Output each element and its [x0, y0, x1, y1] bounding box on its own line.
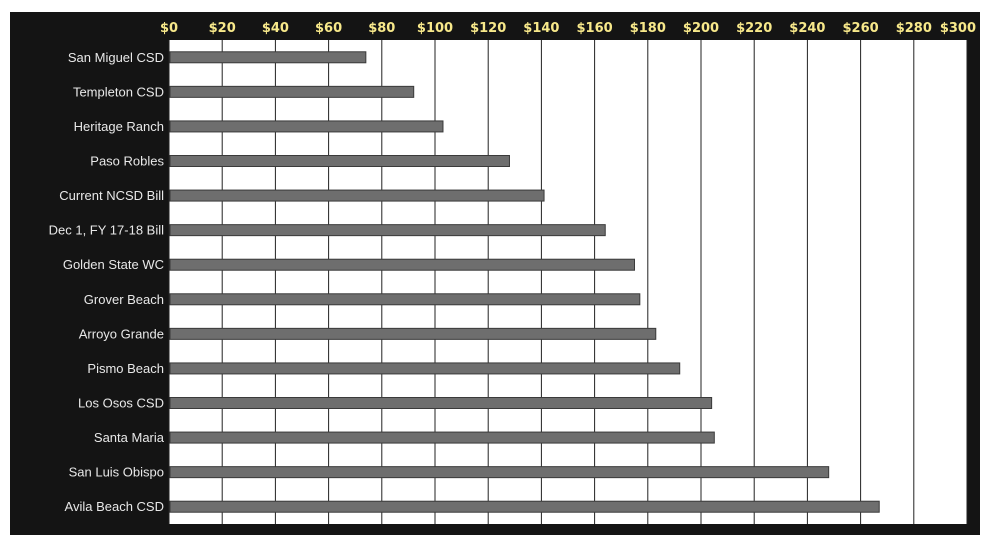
bar — [169, 189, 545, 202]
x-tick-label: $220 — [736, 21, 772, 36]
category-label: Heritage Ranch — [74, 119, 164, 134]
x-tick-label: $120 — [470, 21, 506, 36]
x-tick-label: $160 — [577, 21, 613, 36]
category-label: Grover Beach — [84, 292, 164, 307]
x-tick-label: $240 — [789, 21, 825, 36]
bar — [169, 224, 606, 237]
bar — [169, 258, 635, 271]
category-label: Arroyo Grande — [79, 326, 164, 341]
plot-area — [169, 40, 967, 524]
bar — [169, 500, 880, 513]
bar — [169, 362, 681, 375]
x-tick-label: $40 — [262, 21, 289, 36]
x-tick-label: $140 — [523, 21, 559, 36]
bar — [169, 466, 830, 479]
bar — [169, 85, 415, 98]
x-tick-label: $200 — [683, 21, 719, 36]
category-label: Paso Robles — [90, 154, 164, 169]
category-label: Golden State WC — [63, 257, 164, 272]
bar — [169, 327, 657, 340]
bar — [169, 51, 367, 64]
bar — [169, 431, 715, 444]
x-tick-label: $0 — [160, 21, 178, 36]
category-label: San Luis Obispo — [69, 465, 164, 480]
x-tick-label: $20 — [209, 21, 236, 36]
x-tick-label: $300 — [940, 21, 976, 36]
x-tick-label: $280 — [896, 21, 932, 36]
bar-chart: $0 $20 $40 $60 $80 $100 $120 $140 $160 $180 $200 $2… — [49, 21, 976, 524]
chart-frame: $0 $20 $40 $60 $80 $100 $120 $140 $160 $180 $200 $2… — [10, 12, 980, 535]
x-tick-label: $80 — [368, 21, 395, 36]
category-label: Avila Beach CSD — [65, 499, 164, 514]
category-label: Current NCSD Bill — [59, 188, 164, 203]
category-label: Los Osos CSD — [78, 396, 164, 411]
bar — [169, 293, 641, 306]
category-label: Dec 1, FY 17-18 Bill — [49, 223, 164, 238]
x-tick-label: $60 — [315, 21, 342, 36]
bar — [169, 397, 713, 409]
bar — [169, 155, 510, 167]
bar — [169, 120, 444, 133]
x-tick-label: $100 — [417, 21, 453, 36]
category-label: Pismo Beach — [87, 361, 164, 376]
category-label: San Miguel CSD — [68, 50, 164, 65]
category-label: Templeton CSD — [73, 84, 164, 99]
x-tick-label: $180 — [630, 21, 666, 36]
x-tick-label: $260 — [843, 21, 879, 36]
category-label: Santa Maria — [94, 430, 165, 445]
